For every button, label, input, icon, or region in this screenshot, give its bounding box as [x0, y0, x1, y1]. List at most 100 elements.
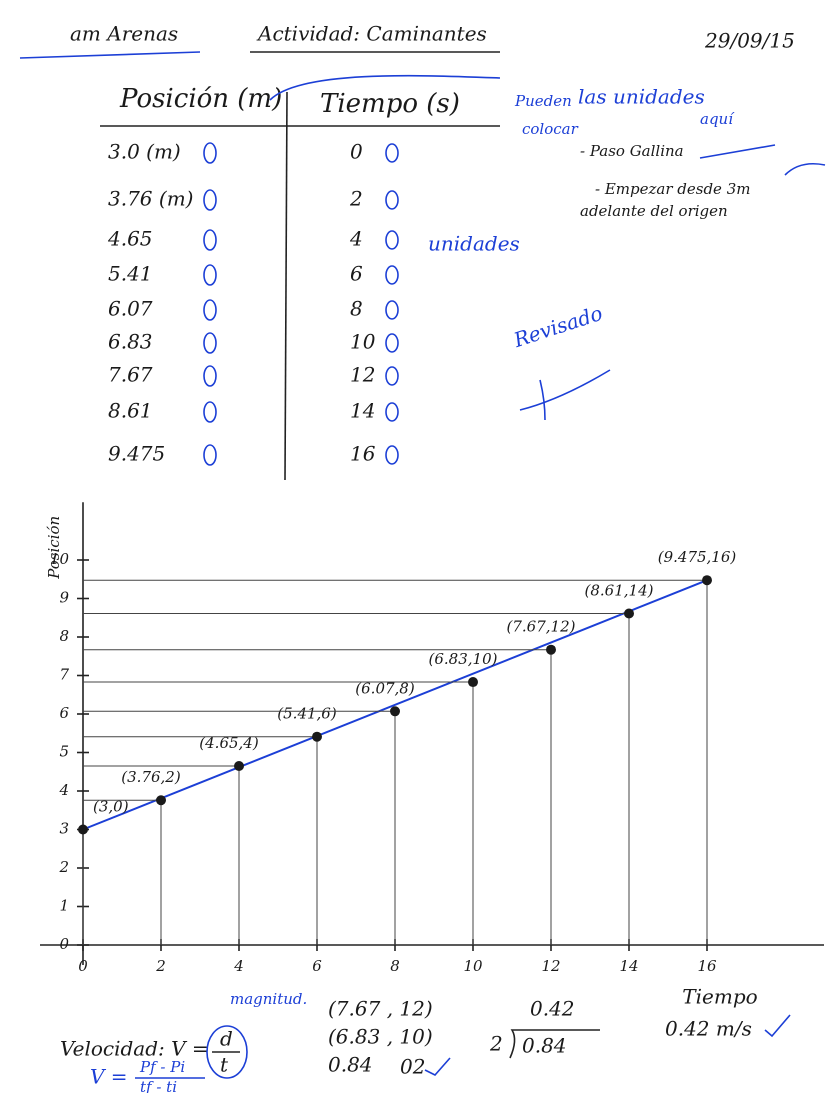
- note: Pueden: [514, 92, 572, 110]
- table-cell: 7.67: [108, 363, 153, 387]
- correction: [386, 191, 398, 209]
- note: Revisado: [510, 301, 606, 352]
- calc: 2: [489, 1032, 503, 1056]
- sheet: am Arenas Actividad: Caminantes 29/09/15…: [0, 0, 837, 1093]
- table-cell: 6: [350, 262, 363, 286]
- point: [546, 645, 556, 655]
- table-header: Posición (m): [119, 84, 282, 114]
- calc: V =: [90, 1065, 128, 1089]
- y-tick-label: 0: [59, 935, 69, 953]
- correction: [204, 366, 216, 386]
- table-cell: 0: [350, 140, 363, 164]
- correction: [386, 231, 398, 249]
- calc: 02: [400, 1055, 425, 1079]
- y-tick-label: 3: [59, 820, 69, 838]
- x-tick-label: 12: [541, 957, 560, 975]
- check: [765, 1015, 790, 1036]
- point-label: (8.61,14): [585, 582, 654, 600]
- point: [312, 732, 322, 742]
- x-tick-label: 4: [233, 957, 244, 975]
- correction: [204, 230, 216, 250]
- note: unidades: [428, 232, 520, 256]
- mark: [785, 164, 825, 175]
- table-header: Tiempo (s): [320, 89, 460, 119]
- correction: [204, 300, 216, 320]
- correction: [204, 333, 216, 353]
- note: - Paso Gallina: [580, 142, 684, 160]
- calc: Velocidad: V =: [60, 1037, 209, 1061]
- correction: [386, 301, 398, 319]
- correction: [386, 403, 398, 421]
- x-tick-label: 14: [619, 957, 638, 975]
- point: [702, 575, 712, 585]
- calc: 0.84: [522, 1034, 567, 1058]
- note: - Empezar desde 3m: [595, 180, 750, 198]
- table-cell: 3.0 (m): [108, 140, 181, 164]
- y-tick-label: 6: [59, 704, 69, 722]
- correction: [386, 334, 398, 352]
- point: [234, 761, 244, 771]
- x-tick-label: 2: [155, 957, 166, 975]
- x-tick-label: 10: [463, 957, 483, 975]
- table-cell: 8: [350, 297, 363, 321]
- calc: Pf - Pi: [139, 1058, 185, 1076]
- calc: 0.42: [530, 997, 575, 1021]
- correction: [204, 402, 216, 422]
- point-label: (5.41,6): [277, 705, 337, 723]
- x-axis-label: Tiempo: [682, 985, 757, 1009]
- point: [78, 825, 88, 835]
- table-cell: 4: [349, 227, 363, 251]
- table-cell: 16: [350, 442, 376, 466]
- correction: [204, 190, 216, 210]
- table-cell: 8.61: [108, 399, 153, 423]
- calc: 0.84: [328, 1053, 373, 1077]
- point-label: (7.67,12): [507, 618, 576, 636]
- point-label: (3.76,2): [121, 768, 181, 786]
- correction: [204, 143, 216, 163]
- calc: d: [220, 1027, 233, 1051]
- x-tick-label: 6: [312, 957, 322, 975]
- point: [156, 795, 166, 805]
- correction: [386, 266, 398, 284]
- table-cell: 2: [349, 187, 363, 211]
- calc: magnitud.: [230, 990, 307, 1008]
- note: adelante del origen: [580, 202, 728, 220]
- correction: [386, 446, 398, 464]
- y-tick-label: 10: [50, 550, 70, 568]
- check: [425, 1058, 450, 1075]
- y-tick-label: 7: [59, 666, 69, 684]
- table-cell: 3.76 (m): [108, 187, 193, 211]
- table-cell: 12: [350, 363, 375, 387]
- table-cell: 5.41: [108, 262, 153, 286]
- calc: tf - ti: [140, 1078, 177, 1093]
- correction: [204, 265, 216, 285]
- note: aquí: [700, 110, 735, 128]
- signature: [520, 370, 610, 420]
- table-rule: [285, 92, 287, 480]
- table-cell: 6.83: [108, 330, 153, 354]
- y-tick-label: 2: [58, 858, 69, 876]
- page: { "header": {"name": "am Arenas", "activ…: [0, 0, 837, 1093]
- correction: [386, 367, 398, 385]
- calc: t: [220, 1053, 229, 1077]
- x-tick-label: 0: [78, 957, 88, 975]
- point: [624, 609, 634, 619]
- table-cell: 10: [350, 330, 376, 354]
- note: las unidades: [578, 85, 705, 109]
- underline: [20, 52, 200, 58]
- calc: 0.42 m/s: [665, 1017, 752, 1041]
- table-cell: 4.65: [107, 227, 153, 251]
- point: [468, 677, 478, 687]
- y-axis-label: Posición: [45, 516, 63, 580]
- table-cell: 9.475: [108, 442, 165, 466]
- table-cell: 14: [350, 399, 375, 423]
- x-tick-label: 8: [390, 957, 400, 975]
- calc: (6.83 , 10): [328, 1025, 433, 1049]
- activity: Actividad: Caminantes: [256, 22, 487, 46]
- correction: [204, 445, 216, 465]
- note: colocar: [522, 120, 579, 138]
- y-tick-label: 9: [59, 589, 69, 607]
- point: [390, 706, 400, 716]
